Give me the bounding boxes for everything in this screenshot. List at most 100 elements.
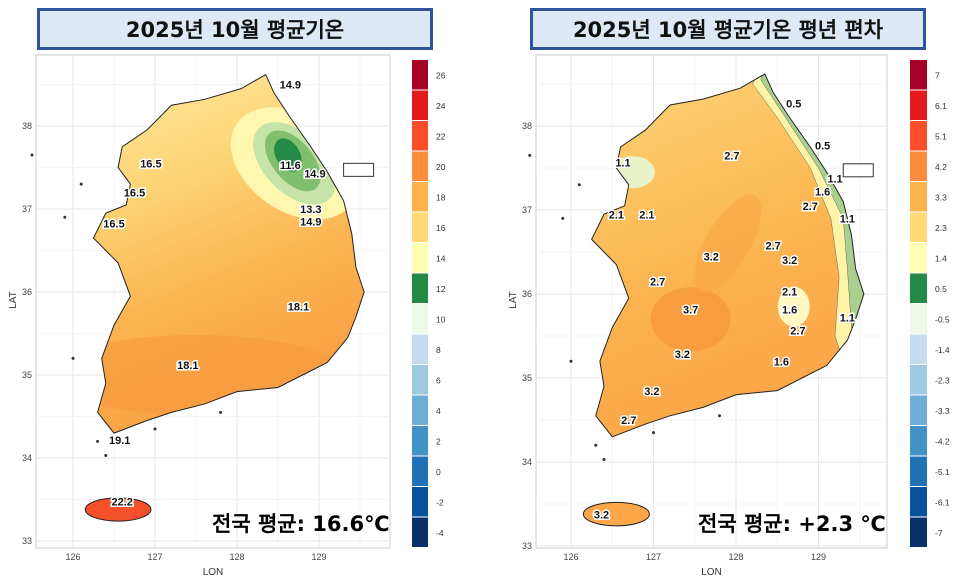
contour-label: 16.5 xyxy=(140,159,161,171)
contour-label: 0.5 xyxy=(815,141,830,153)
lat-tick-label: 35 xyxy=(22,370,32,380)
colorbar-label: 0 xyxy=(436,467,441,477)
x-axis-label: LON xyxy=(203,567,224,578)
colorbar-label: 24 xyxy=(436,101,446,111)
colorbar-label: 18 xyxy=(436,192,446,202)
right-map-title: 2025년 10월 평균기온 평년 편차 xyxy=(530,8,926,50)
island xyxy=(577,183,581,187)
colorbar-cell xyxy=(412,487,428,517)
ulleung-inset-box xyxy=(343,162,375,177)
lat-tick-label: 36 xyxy=(522,289,532,299)
contour-11 xyxy=(274,138,302,172)
colorbar-cell xyxy=(412,456,428,486)
contour-label: 11.6 xyxy=(280,160,301,172)
colorbar-cell xyxy=(910,273,927,303)
colorbar-cell xyxy=(910,395,927,425)
colorbar-label: 6 xyxy=(436,375,441,385)
lon-tick-label: 128 xyxy=(229,552,244,562)
left-national-average: 전국 평균: 16.6℃ xyxy=(212,512,390,536)
contour-label: 2.1 xyxy=(639,209,654,221)
lon-tick-label: 126 xyxy=(65,552,80,562)
colorbar-label: -2 xyxy=(436,497,444,507)
right-national-average: 전국 평균: +2.3 ℃ xyxy=(698,512,886,536)
colorbar-label: 10 xyxy=(436,314,446,324)
colorbar-cell xyxy=(412,60,428,90)
contour-label: 1.1 xyxy=(615,157,630,169)
colorbar-cell xyxy=(412,182,428,212)
contour-label: 14.9 xyxy=(300,217,321,229)
island xyxy=(652,431,655,435)
lat-tick-label: 37 xyxy=(522,205,532,215)
coastline xyxy=(92,73,365,434)
lat-tick-label: 35 xyxy=(522,373,532,383)
lat-tick-label: 34 xyxy=(522,457,532,467)
colorbar-label: 26 xyxy=(436,70,446,80)
colorbar-cell xyxy=(910,426,927,456)
lat-tick-label: 34 xyxy=(22,453,32,463)
contour-label: 3.2 xyxy=(704,251,719,263)
lat-tick-label: 38 xyxy=(22,121,32,131)
lon-tick-label: 126 xyxy=(563,552,578,562)
island xyxy=(79,182,83,186)
colorbar-label: 2.3 xyxy=(935,223,947,233)
contour-label: 2.1 xyxy=(782,287,797,299)
contour-label: 1.1 xyxy=(840,313,855,325)
temperature-map-panel: 126 127 128 129 38 37 36 35 34 33 LON LAT 14.9 16.5 16… xyxy=(8,54,391,578)
anomaly-map-panel: 126 127 128 129 38 37 36 35 34 33 LON LAT 0.5 0.5 1.1 1… xyxy=(508,54,888,578)
lon-tick-label: 129 xyxy=(811,552,826,562)
island xyxy=(569,359,573,363)
colorbar-cell xyxy=(910,243,927,273)
colorbar-label: 5.1 xyxy=(935,131,947,141)
island xyxy=(602,457,606,461)
lon-tick-label: 129 xyxy=(311,552,326,562)
contour-label: 3.2 xyxy=(644,386,659,398)
y-axis-label: LAT xyxy=(8,291,19,309)
colorbar-cell xyxy=(412,90,428,120)
lon-tick-label: 127 xyxy=(646,552,661,562)
ulleung-inset-box xyxy=(842,163,874,178)
colorbar-cell xyxy=(910,334,927,364)
contour-label: 2.7 xyxy=(724,151,739,163)
island xyxy=(219,410,223,414)
contour-label: 2.7 xyxy=(621,415,636,427)
colorbar-label: 20 xyxy=(436,162,446,172)
contour-label: 3.2 xyxy=(782,255,797,267)
colorbar-label: 22 xyxy=(436,131,446,141)
colorbar-label: 4 xyxy=(436,406,441,416)
colorbar-label: -4.2 xyxy=(935,436,950,446)
colorbar-cell xyxy=(910,212,927,242)
colorbar-cell xyxy=(412,273,428,303)
contour-label: 19.1 xyxy=(109,435,130,447)
colorbar-label: 16 xyxy=(436,223,446,233)
colorbar-cell xyxy=(412,243,428,273)
contour-label: 2.7 xyxy=(790,325,805,337)
colorbar-cell xyxy=(910,304,927,334)
contour-label: 14.9 xyxy=(280,80,301,92)
lon-tick-label: 127 xyxy=(147,552,162,562)
colorbar-cell xyxy=(412,426,428,456)
contour-label: 2.7 xyxy=(650,277,665,289)
contour-label: 3.2 xyxy=(594,509,609,521)
island xyxy=(718,414,721,418)
colorbar-label: 4.2 xyxy=(935,162,947,172)
island xyxy=(96,439,100,443)
colorbar-label: 3.3 xyxy=(935,192,947,202)
colorbar-label: -2.3 xyxy=(935,375,950,385)
island xyxy=(561,216,565,220)
colorbar: 7 6.1 5.1 4.2 3.3 2.3 1.4 0.5 -0.5 -1.4 -2.3 -3.3 -4… xyxy=(910,60,950,547)
colorbar-label: -7 xyxy=(935,528,943,538)
island xyxy=(528,153,532,157)
contour-3.2 xyxy=(694,194,762,293)
contour-label: 1.1 xyxy=(840,214,855,226)
colorbar-label: 1.4 xyxy=(935,253,947,263)
colorbar-cell xyxy=(910,151,927,181)
colorbar-label: 14 xyxy=(436,253,446,263)
colorbar-cell xyxy=(412,151,428,181)
contour-3.7 xyxy=(650,287,731,352)
colorbar-cell xyxy=(910,182,927,212)
contour-label: 1.6 xyxy=(774,356,789,368)
x-axis-label: LON xyxy=(701,567,722,578)
contour-label: 3.7 xyxy=(683,304,698,316)
